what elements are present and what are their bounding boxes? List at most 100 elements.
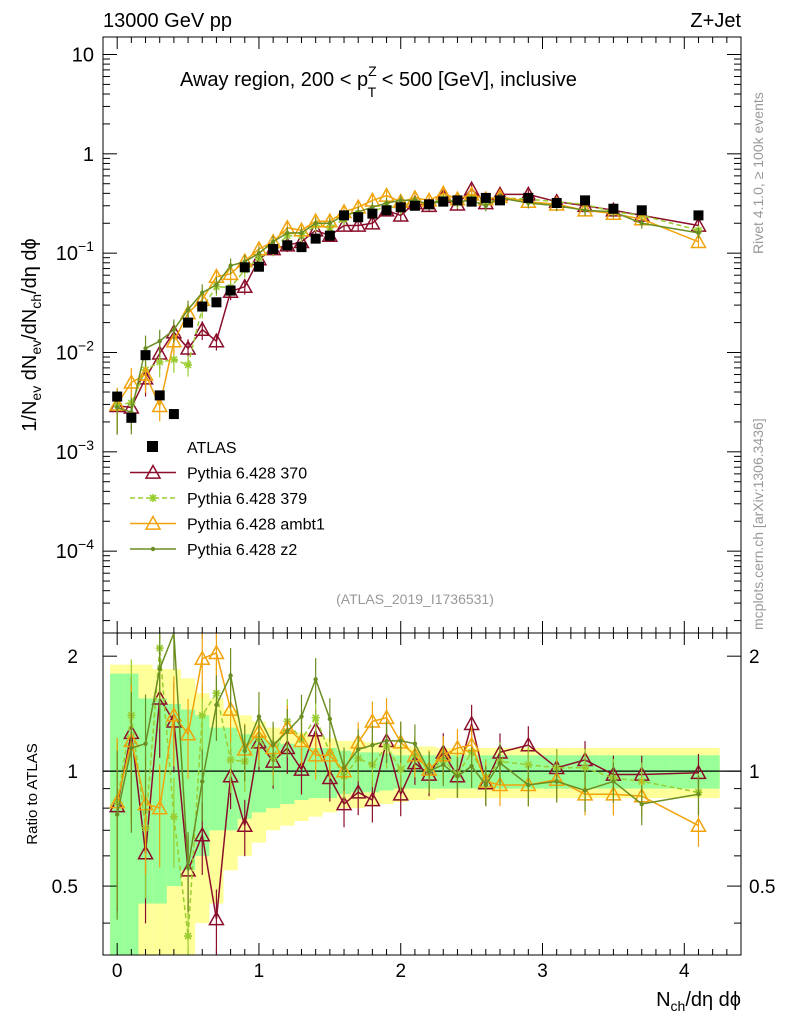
data-point-29 (551, 197, 562, 208)
series-3-point-30 (582, 208, 588, 213)
band-stat-19 (379, 753, 394, 791)
y-tick-label-2: 10−2 (56, 337, 94, 364)
series-3-ratio-point-20 (398, 738, 403, 744)
series-1-ratio-point-30 (581, 763, 590, 772)
series-2-ratio-point-7 (208, 644, 225, 660)
series-2-ratio-line (116, 651, 699, 827)
band-stat-32 (627, 755, 671, 789)
series-3-point-15 (327, 221, 333, 226)
data-point-16 (339, 210, 350, 221)
series-2-ratio-point-8 (222, 700, 239, 716)
legend-label-data: ATLAS (187, 440, 237, 457)
ratio-tick-label-1: 1 (67, 762, 78, 783)
ratio-tick-label-right-2: 2 (749, 647, 760, 668)
legend-label-2: Pythia 6.428 ambt1 (187, 517, 325, 534)
series-3-point-11 (270, 239, 276, 245)
data-point-20 (395, 202, 406, 213)
x-title-sub: ch (671, 998, 686, 1014)
data-point-33 (693, 210, 704, 221)
series-3-ratio-point-16 (341, 765, 347, 771)
data-point-19 (381, 205, 392, 216)
series-2-ratio-point-33 (690, 817, 707, 832)
y-title-part-3: ev (28, 340, 44, 355)
series-3-point-20 (398, 198, 403, 203)
series-3-ratio-point-15 (327, 716, 333, 722)
series-1-ratio-point-6 (198, 711, 207, 720)
y-title-part-2: dN (19, 355, 41, 386)
legend-marker-2 (144, 514, 162, 530)
series-2-ratio-point-4 (165, 706, 183, 722)
series-2-point-33 (690, 233, 707, 249)
series-2-point-3 (151, 397, 168, 413)
series-2-point-2 (137, 365, 154, 381)
y-title-part-4: /dN (19, 309, 41, 340)
ratio-tick-label-0: 0.5 (52, 877, 78, 898)
y-tick-label-0: 10−4 (56, 536, 94, 563)
series-0-ratio-point-6 (193, 826, 211, 842)
series-2-point-8 (222, 265, 239, 281)
series-3-ratio-point-30 (582, 788, 588, 793)
series-3-ratio-point-6 (200, 779, 205, 784)
data-point-0 (112, 391, 123, 402)
data-point-5 (183, 317, 194, 328)
series-0-ratio-point-7 (208, 910, 225, 926)
series-3-ratio-point-0 (114, 812, 120, 817)
data-point-6 (197, 301, 208, 312)
y-tick-label-4: 1 (83, 144, 94, 166)
series-3-ratio-point-10 (256, 714, 262, 719)
series-2-ratio-point-24 (449, 739, 466, 755)
series-2-point-1 (123, 373, 140, 389)
series-0-ratio-point-18 (364, 791, 381, 807)
data-point-22 (424, 199, 435, 210)
series-2-ratio-point-27 (491, 776, 509, 792)
data-point-13 (296, 242, 307, 253)
band-stat-10 (251, 738, 267, 813)
mcplots-label: mcplots.cern.ch [arXiv:1306.3436] (750, 418, 766, 630)
chart-title-sup: Z (368, 63, 377, 79)
legend-label-1: Pythia 6.428 379 (187, 491, 307, 508)
series-3-ratio-point-19 (384, 738, 389, 744)
series-3-ratio-point-29 (554, 779, 559, 784)
y-tick-exp-2: −2 (78, 337, 94, 353)
series-3-point-7 (214, 282, 219, 288)
series-3-point-19 (384, 200, 389, 206)
series-3-point-5 (185, 307, 191, 312)
legend-marker-0 (144, 463, 162, 479)
y-title-part-5: ch (28, 294, 44, 309)
y-tick-base-2: 10 (56, 342, 78, 364)
series-2-ratio-point-13 (293, 732, 310, 748)
series-3-point-32 (639, 221, 644, 226)
series-2-ratio-point-14 (307, 746, 324, 762)
series-3-point-2 (143, 346, 148, 351)
series-3-ratio-point-22 (426, 768, 432, 774)
data-point-9 (239, 262, 250, 273)
series-3-point-14 (313, 221, 318, 226)
series-1-point-5 (184, 360, 193, 369)
series-0-ratio-point-9 (236, 817, 254, 832)
series-0-point-7 (208, 332, 225, 348)
series-3-line (116, 197, 699, 414)
x-tick-label-1: 1 (254, 961, 265, 982)
series-0-ratio-point-17 (349, 783, 367, 799)
data-point-7 (211, 297, 222, 308)
series-3-ratio-point-7 (214, 702, 219, 708)
y-tick-base-1: 10 (56, 442, 78, 464)
series-3-point-4 (171, 327, 177, 332)
series-2-point-4 (165, 332, 183, 348)
legend-label-3: Pythia 6.428 z2 (187, 542, 297, 559)
series-1-point-4 (169, 355, 178, 364)
series-3-ratio-point-24 (455, 773, 460, 779)
series-3-point-10 (256, 250, 262, 256)
y-tick-exp-3: −1 (78, 238, 94, 254)
bottom-panel: 0 1 2 3 4 0.5 0.5 1 1 2 2 (52, 632, 775, 982)
ratio-tick-label-2: 2 (67, 647, 78, 668)
series-3-point-0 (114, 405, 120, 410)
series-3-ratio-point-31 (611, 779, 616, 784)
analysis-id: (ATLAS_2019_I1736531) (336, 591, 494, 607)
y-tick-label-3: 10−1 (56, 238, 94, 265)
series-0-ratio-point-20 (392, 785, 410, 801)
data-point-11 (268, 244, 279, 255)
data-point-4 (168, 409, 179, 420)
series-0-point-5 (179, 339, 197, 355)
